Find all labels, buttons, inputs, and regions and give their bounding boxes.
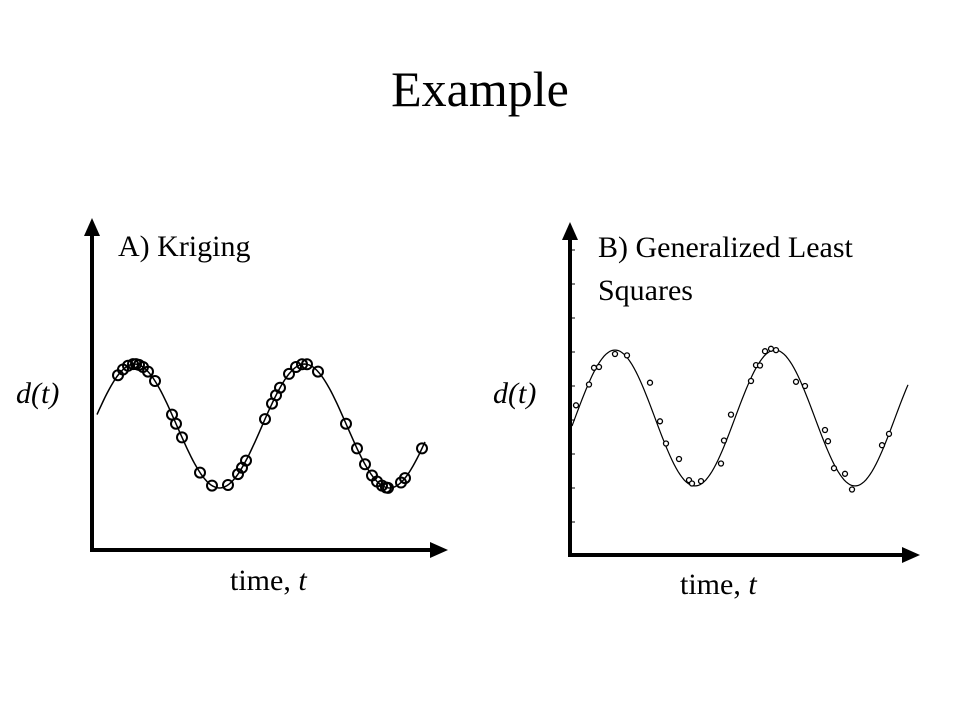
panel-label: A) Kriging [118, 230, 251, 263]
axes-b [568, 236, 908, 557]
sample-point [824, 438, 832, 445]
sample-point [841, 470, 849, 477]
sample-point [688, 480, 696, 487]
sample-point [675, 455, 683, 463]
sample-point [646, 379, 654, 386]
sample-point [194, 466, 206, 479]
sample-point [590, 364, 598, 371]
sample-point [176, 431, 188, 444]
sample-point [821, 426, 829, 434]
sample-point [274, 381, 286, 394]
sample-point [170, 417, 182, 430]
sample-point [290, 361, 302, 373]
x-label-var: t [298, 564, 307, 597]
sample-point [727, 411, 735, 418]
sample-point [662, 440, 670, 447]
sample-point [399, 472, 411, 485]
sample-point [240, 454, 252, 467]
sample-point [359, 458, 371, 471]
y-axis-label: d(t) [493, 377, 537, 410]
panel-label: B) Generalized Least Squares [598, 231, 853, 307]
arrow [562, 222, 578, 240]
sample-point [595, 363, 603, 371]
y-axis-label: d(t) [16, 377, 60, 410]
axes-a [90, 232, 436, 552]
sample-point [312, 365, 324, 378]
sample-point [259, 413, 271, 426]
sample-point [792, 378, 800, 385]
x-axis-label: time, t [680, 570, 757, 600]
x-axis-label: time, t [230, 566, 307, 596]
sample-point [585, 381, 593, 388]
sample-point [697, 477, 705, 485]
sample-point [572, 402, 580, 409]
arrow [902, 547, 920, 563]
sample-point [761, 348, 769, 355]
sample-point [885, 430, 893, 438]
sample-point [801, 382, 809, 390]
sample-point [830, 465, 838, 472]
curve [96, 363, 426, 489]
sample-point [351, 442, 363, 455]
sample-point [206, 479, 218, 492]
sample-point [656, 418, 664, 425]
sample-point [416, 442, 428, 455]
sample-point [222, 479, 234, 491]
sample-point [623, 352, 631, 359]
sample-point [382, 481, 394, 494]
x-label-var: t [748, 568, 757, 601]
sample-point [772, 346, 780, 354]
arrow [84, 218, 100, 236]
arrow [430, 542, 448, 558]
sample-point [340, 417, 352, 430]
sample-point [878, 442, 886, 449]
slide-title: Example [391, 61, 569, 117]
sample-point [149, 375, 161, 387]
sample-point [296, 358, 308, 371]
sample-point [301, 358, 313, 371]
curve [571, 349, 909, 487]
sample-point [283, 367, 295, 380]
sample-point [611, 350, 619, 358]
sample-point [848, 486, 856, 493]
sample-point [717, 460, 725, 467]
sample-point [767, 345, 775, 352]
sample-point [756, 362, 764, 369]
curves [96, 249, 909, 523]
x-label-text: time, [230, 564, 299, 597]
sample-point [720, 437, 728, 444]
x-label-text: time, [680, 568, 749, 601]
sample-point [142, 365, 154, 378]
sample-point [747, 377, 755, 385]
